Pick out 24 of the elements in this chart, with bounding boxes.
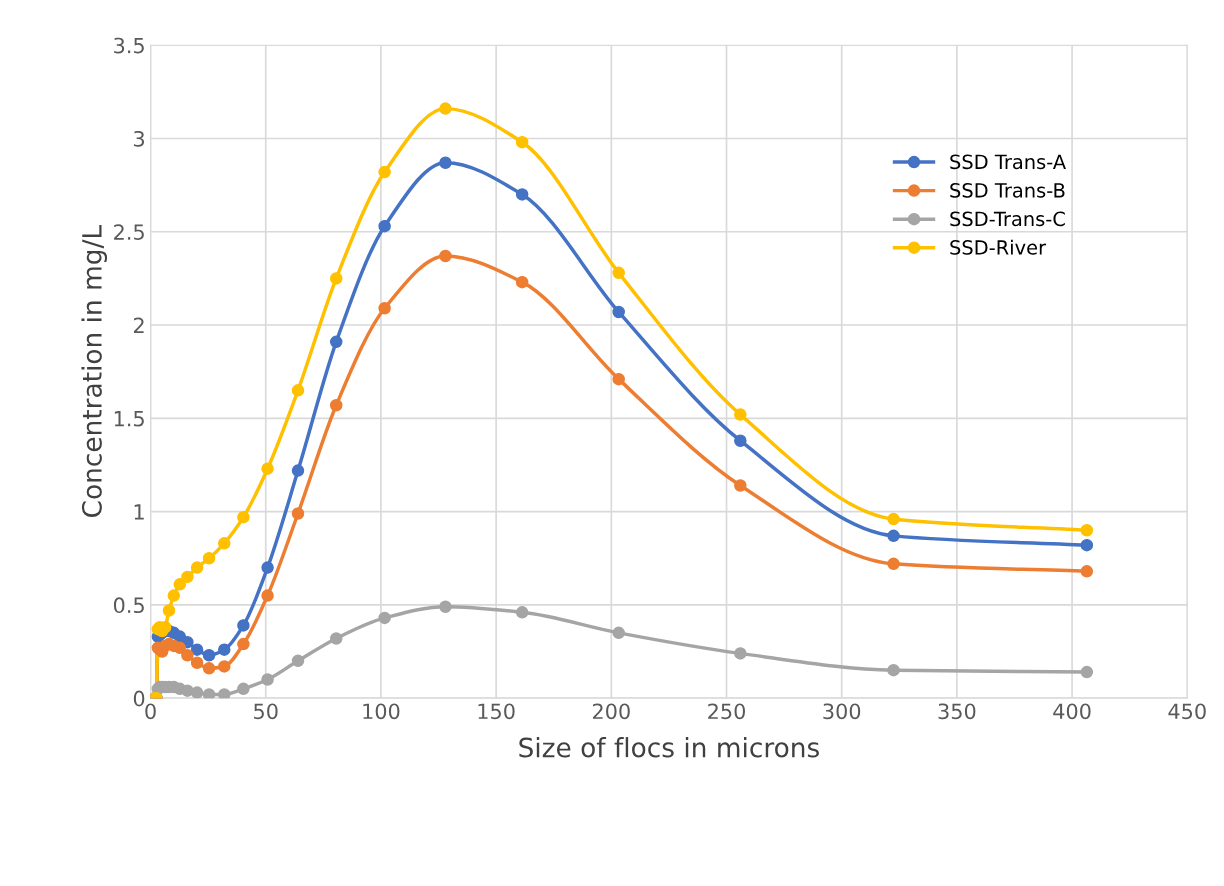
x-tick-label: 50 <box>254 703 278 720</box>
legend-label: SSD Trans-A <box>950 154 1066 170</box>
y-axis-title: Concentration in mg/L <box>81 225 107 517</box>
legend-label: SSD Trans-B <box>950 182 1065 198</box>
y-tick-label: 2.5 <box>114 224 144 240</box>
legend-label: SSD-Trans-C <box>950 211 1065 227</box>
x-tick-label: 450 <box>1168 703 1206 720</box>
y-tick-label: 0 <box>133 690 145 707</box>
y-tick-label: 0.5 <box>113 597 144 614</box>
y-tick-label: 2 <box>133 317 144 333</box>
x-tick-label: 250 <box>708 703 746 720</box>
y-tick-label: 3.5 <box>114 37 144 54</box>
x-tick-label: 100 <box>363 703 400 720</box>
x-tick-label: 350 <box>938 703 976 720</box>
y-tick-label: 3 <box>134 130 145 147</box>
legend-label: SSD-River <box>950 239 1047 255</box>
x-tick-label: 0 <box>145 703 156 720</box>
x-axis-title: Size of flocs in microns <box>519 737 819 758</box>
y-tick-label: 1.5 <box>114 411 144 427</box>
x-tick-label: 200 <box>592 703 630 720</box>
x-tick-label: 400 <box>1053 703 1091 720</box>
x-tick-label: 300 <box>823 703 861 720</box>
x-tick-label: 150 <box>478 703 515 720</box>
y-tick-label: 1 <box>134 504 144 520</box>
